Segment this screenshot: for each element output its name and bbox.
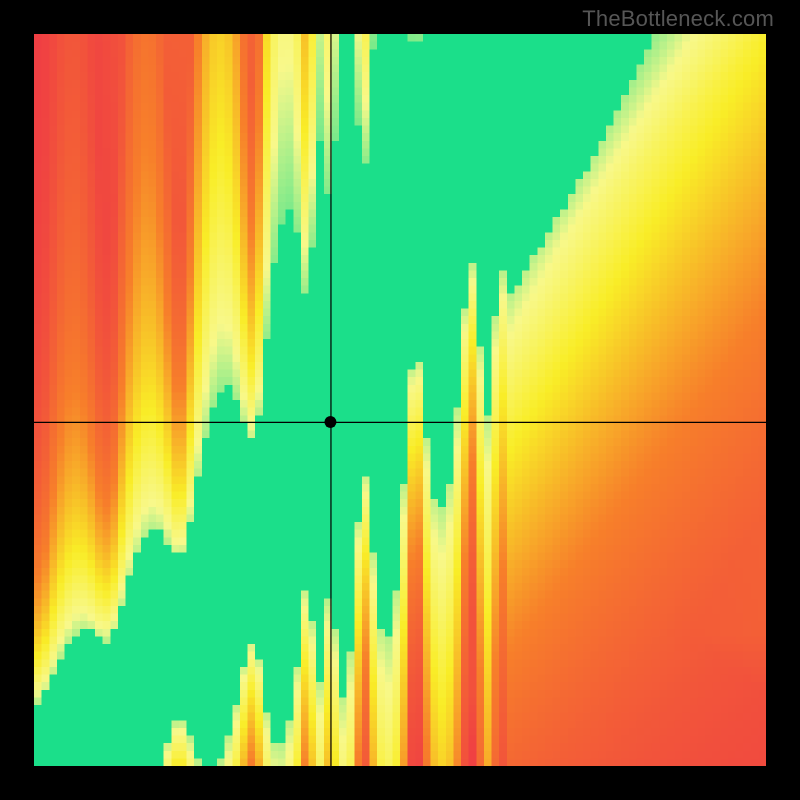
watermark-text: TheBottleneck.com xyxy=(582,6,774,32)
crosshair-overlay xyxy=(34,34,766,766)
